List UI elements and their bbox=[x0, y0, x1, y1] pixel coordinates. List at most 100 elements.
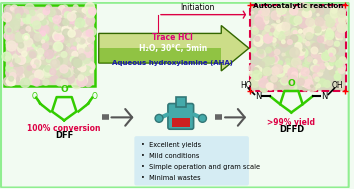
Circle shape bbox=[308, 27, 312, 31]
Circle shape bbox=[337, 83, 340, 86]
Circle shape bbox=[75, 22, 79, 26]
Circle shape bbox=[74, 59, 82, 67]
Circle shape bbox=[259, 75, 263, 78]
Circle shape bbox=[292, 69, 297, 73]
Circle shape bbox=[72, 21, 74, 23]
Circle shape bbox=[259, 12, 269, 22]
Circle shape bbox=[312, 4, 320, 12]
Circle shape bbox=[81, 67, 86, 72]
Circle shape bbox=[302, 40, 307, 45]
Circle shape bbox=[43, 8, 50, 15]
Circle shape bbox=[325, 15, 331, 21]
Circle shape bbox=[67, 12, 76, 21]
Circle shape bbox=[313, 86, 317, 91]
Circle shape bbox=[279, 72, 282, 75]
Circle shape bbox=[252, 28, 258, 34]
Circle shape bbox=[291, 72, 298, 81]
Circle shape bbox=[62, 5, 68, 11]
FancyBboxPatch shape bbox=[134, 136, 249, 186]
Circle shape bbox=[337, 23, 347, 33]
Circle shape bbox=[81, 40, 85, 43]
Circle shape bbox=[67, 46, 74, 53]
Circle shape bbox=[285, 53, 287, 55]
Circle shape bbox=[79, 76, 87, 85]
Circle shape bbox=[301, 42, 303, 44]
Circle shape bbox=[306, 33, 313, 39]
Circle shape bbox=[285, 32, 289, 35]
Text: OH: OH bbox=[331, 81, 343, 90]
Circle shape bbox=[327, 64, 333, 69]
Circle shape bbox=[263, 30, 272, 38]
Circle shape bbox=[336, 65, 343, 72]
Circle shape bbox=[79, 53, 83, 57]
Circle shape bbox=[24, 34, 32, 42]
Text: •  Simple operation and gram scale: • Simple operation and gram scale bbox=[141, 164, 261, 170]
Circle shape bbox=[259, 85, 266, 91]
Circle shape bbox=[315, 55, 324, 64]
Circle shape bbox=[337, 21, 344, 28]
Circle shape bbox=[60, 12, 63, 15]
Text: Aqueous hydroxylamine (AHA): Aqueous hydroxylamine (AHA) bbox=[113, 60, 233, 66]
Circle shape bbox=[61, 80, 68, 87]
Circle shape bbox=[34, 65, 36, 67]
Circle shape bbox=[273, 48, 275, 51]
Circle shape bbox=[274, 64, 276, 66]
Circle shape bbox=[277, 24, 284, 32]
Circle shape bbox=[261, 7, 269, 16]
Circle shape bbox=[34, 52, 41, 59]
Circle shape bbox=[78, 33, 86, 41]
Circle shape bbox=[335, 49, 337, 52]
Circle shape bbox=[330, 61, 334, 66]
Circle shape bbox=[289, 12, 292, 16]
Circle shape bbox=[86, 16, 95, 25]
Circle shape bbox=[334, 22, 339, 27]
Circle shape bbox=[87, 52, 91, 55]
Circle shape bbox=[86, 30, 93, 36]
Circle shape bbox=[294, 36, 302, 43]
Circle shape bbox=[336, 34, 341, 40]
Circle shape bbox=[313, 66, 320, 72]
Circle shape bbox=[318, 36, 324, 43]
Circle shape bbox=[56, 79, 63, 86]
Circle shape bbox=[79, 54, 86, 60]
Circle shape bbox=[50, 57, 57, 64]
Circle shape bbox=[255, 66, 262, 73]
Circle shape bbox=[84, 13, 93, 23]
FancyBboxPatch shape bbox=[1, 3, 349, 187]
Circle shape bbox=[72, 42, 78, 49]
Circle shape bbox=[304, 75, 312, 83]
Circle shape bbox=[155, 114, 163, 122]
Text: •  Mild conditions: • Mild conditions bbox=[141, 153, 200, 159]
Circle shape bbox=[284, 22, 286, 25]
Circle shape bbox=[57, 19, 60, 21]
Circle shape bbox=[6, 80, 8, 83]
Circle shape bbox=[336, 30, 344, 38]
Circle shape bbox=[296, 22, 304, 30]
Circle shape bbox=[331, 7, 337, 13]
Circle shape bbox=[89, 9, 96, 16]
Circle shape bbox=[298, 48, 305, 55]
Circle shape bbox=[58, 5, 65, 12]
Circle shape bbox=[39, 25, 48, 34]
Circle shape bbox=[42, 43, 48, 49]
Circle shape bbox=[317, 56, 319, 58]
Circle shape bbox=[4, 77, 12, 86]
Text: •  Excellent yields: • Excellent yields bbox=[141, 142, 201, 148]
Circle shape bbox=[46, 65, 53, 72]
Circle shape bbox=[289, 36, 295, 43]
Circle shape bbox=[266, 83, 273, 90]
FancyBboxPatch shape bbox=[250, 5, 346, 91]
Circle shape bbox=[268, 61, 271, 64]
Circle shape bbox=[267, 56, 275, 64]
Circle shape bbox=[41, 57, 44, 60]
Circle shape bbox=[43, 12, 45, 14]
Circle shape bbox=[266, 47, 272, 53]
Circle shape bbox=[328, 25, 333, 30]
Circle shape bbox=[43, 68, 51, 76]
Circle shape bbox=[78, 58, 86, 66]
Circle shape bbox=[69, 24, 72, 27]
Circle shape bbox=[11, 5, 18, 12]
Circle shape bbox=[59, 19, 66, 26]
Circle shape bbox=[43, 69, 51, 77]
Circle shape bbox=[25, 36, 28, 39]
